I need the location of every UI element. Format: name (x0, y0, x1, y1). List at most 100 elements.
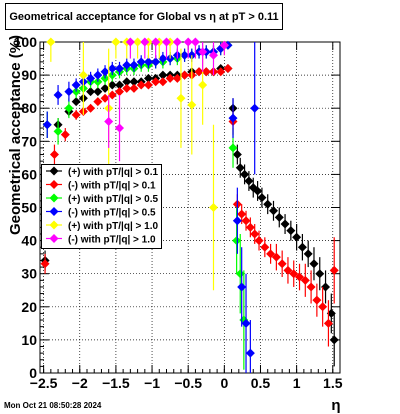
x-tick-label: −2 (72, 375, 88, 391)
data-point (104, 116, 114, 126)
legend-label: (+) with pT/|q| > 0.5 (68, 194, 158, 205)
data-point (248, 183, 258, 193)
data-point (122, 77, 132, 87)
data-point (86, 73, 96, 83)
data-point (190, 37, 200, 47)
data-point (216, 67, 226, 77)
data-point (228, 113, 238, 123)
data-point (323, 318, 333, 328)
data-point (180, 70, 190, 80)
data-point (266, 249, 276, 259)
data-point (208, 50, 218, 60)
data-point (235, 163, 245, 173)
data-point (295, 272, 305, 282)
data-point (151, 57, 161, 67)
data-point (115, 80, 125, 90)
data-point (223, 63, 233, 73)
data-point (129, 60, 139, 70)
data-point (86, 103, 96, 113)
x-tick-label: 0 (220, 375, 228, 391)
x-axis-label: η (331, 397, 340, 414)
data-point (107, 90, 117, 100)
data-point (254, 236, 264, 246)
data-point (274, 212, 284, 222)
data-point (232, 236, 242, 246)
data-point (172, 37, 182, 47)
data-point (165, 73, 175, 83)
data-point (277, 259, 287, 269)
data-point (158, 77, 168, 87)
x-tick-label: 1.5 (323, 375, 343, 391)
timestamp: Mon Oct 21 08:50:28 2024 (4, 401, 102, 410)
data-point (111, 37, 121, 47)
y-tick-label: 70 (21, 133, 37, 149)
data-point (300, 275, 310, 285)
data-point (71, 110, 81, 120)
legend-label: (+) with pT/|q| > 1.0 (68, 221, 158, 232)
data-point (292, 232, 302, 242)
y-tick-label: 90 (21, 67, 37, 83)
data-point (194, 67, 204, 77)
data-point (53, 90, 63, 100)
data-point (93, 97, 103, 107)
legend-label: (-) with pT/|q| > 0.5 (68, 208, 156, 219)
legend: (+) with pT/|q| > 0.1 (-) with pT/|q| > 0… (41, 164, 162, 249)
data-point (219, 40, 229, 50)
data-point (64, 103, 74, 113)
data-point (318, 302, 328, 312)
data-point (245, 348, 255, 358)
legend-label: (+) with pT/|q| > 0.1 (68, 167, 158, 178)
data-point (250, 229, 260, 239)
data-point (286, 226, 296, 236)
data-point (180, 50, 190, 60)
data-point (125, 37, 135, 47)
data-point (115, 63, 125, 73)
data-point (329, 265, 339, 275)
data-point (140, 37, 150, 47)
series-layer (40, 37, 339, 373)
y-tick-label: 60 (21, 166, 37, 182)
data-point (122, 60, 132, 70)
legend-marker (49, 234, 59, 243)
title-box (5, 3, 283, 30)
data-point (64, 87, 74, 97)
data-point (86, 87, 96, 97)
data-point (40, 259, 50, 269)
legend-marker (49, 220, 59, 230)
data-point (107, 80, 117, 90)
data-point (60, 130, 70, 140)
y-tick-label: 20 (21, 299, 37, 315)
y-tick-label: 10 (21, 332, 37, 348)
data-point (260, 242, 270, 252)
data-point (312, 295, 322, 305)
data-point (122, 83, 132, 93)
x-tick-label: 1 (293, 375, 301, 391)
data-point (315, 269, 325, 279)
data-point (129, 83, 139, 93)
x-axis-ticks: −2.5 −2 −1.5 −1 −0.5 0 0.5 1 1.5 (30, 42, 343, 391)
data-point (115, 87, 125, 97)
data-point (303, 249, 313, 259)
x-tick-label: −1 (144, 375, 160, 391)
data-point (198, 80, 208, 90)
data-point (297, 242, 307, 252)
data-point (100, 93, 110, 103)
legend-marker (49, 166, 59, 176)
data-point (240, 169, 250, 179)
legend-label: (-) with pT/|q| > 1.0 (68, 235, 156, 246)
data-point (289, 269, 299, 279)
data-point (257, 193, 267, 203)
legend-marker (49, 193, 59, 203)
data-point (158, 54, 168, 64)
data-point (53, 126, 63, 136)
legend-box (41, 164, 162, 249)
y-tick-label: 100 (14, 34, 38, 50)
data-point (46, 37, 56, 47)
y-tick-label: 0 (29, 365, 37, 381)
y-axis-label: Geometrical acceptance (%) (7, 35, 24, 235)
data-point (183, 37, 193, 47)
data-point (151, 37, 161, 47)
data-point (115, 123, 125, 133)
x-tick-label: 0.5 (251, 375, 271, 391)
